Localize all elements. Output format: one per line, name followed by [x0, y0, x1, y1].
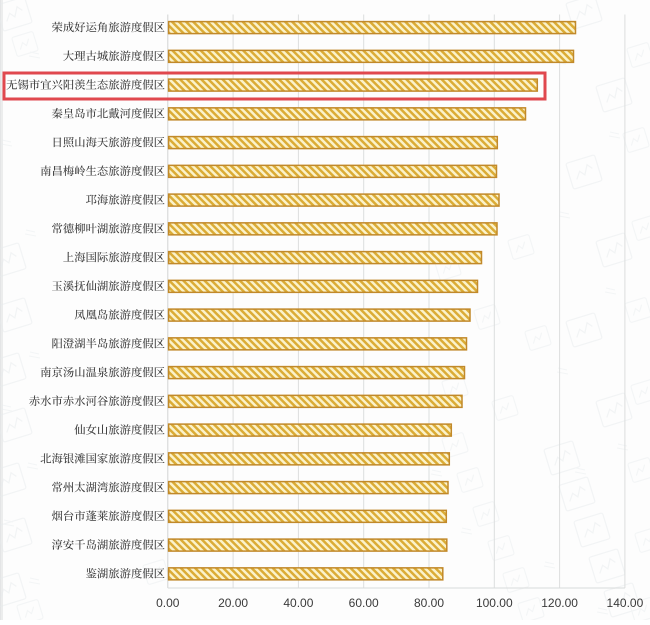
svg-text:60.00: 60.00 [349, 596, 379, 610]
svg-text:0.00: 0.00 [156, 596, 180, 610]
svg-text:20.00: 20.00 [218, 596, 248, 610]
svg-text:40.00: 40.00 [283, 596, 313, 610]
svg-text:80.00: 80.00 [414, 596, 444, 610]
svg-text:120.00: 120.00 [541, 596, 578, 610]
svg-text:140.00: 140.00 [607, 596, 644, 610]
svg-text:100.00: 100.00 [476, 596, 513, 610]
